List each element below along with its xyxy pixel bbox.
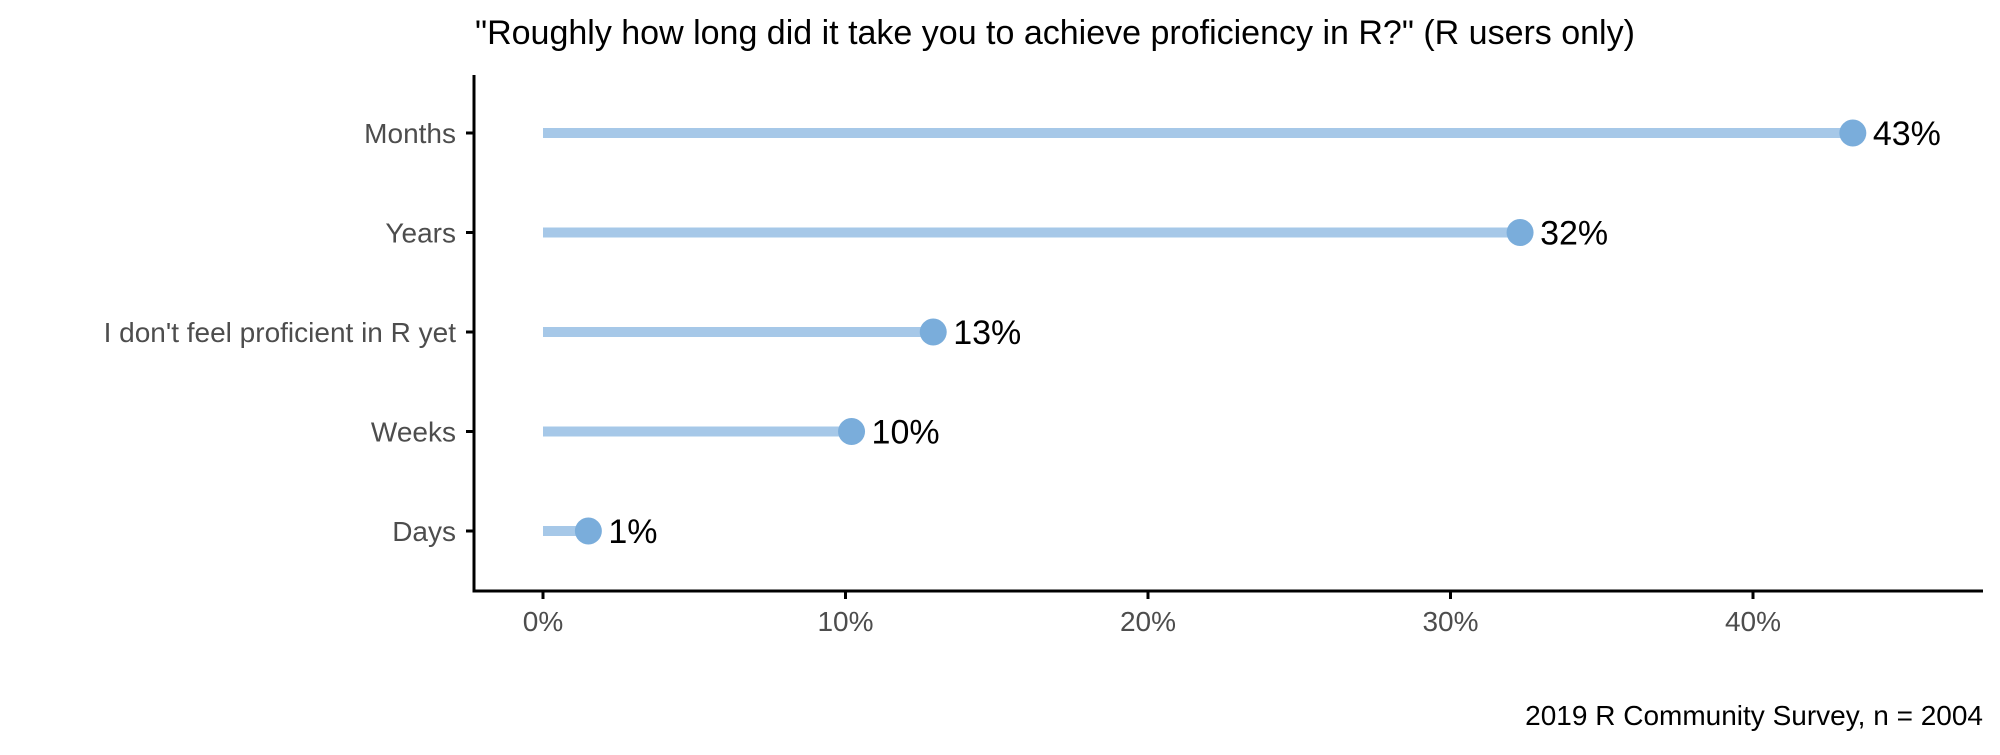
lollipop-dot bbox=[838, 418, 866, 445]
value-label: 13% bbox=[953, 314, 1021, 352]
x-tick-label: 0% bbox=[523, 606, 563, 637]
category-label: Months bbox=[364, 118, 456, 149]
x-tick-label: 40% bbox=[1725, 606, 1781, 637]
stems-group bbox=[543, 128, 1853, 536]
x-tick-label: 30% bbox=[1422, 606, 1478, 637]
x-tick-label: 10% bbox=[817, 606, 873, 637]
x-axis: 0% 10% 20% 30% 40% bbox=[472, 589, 1983, 637]
category-label: I don't feel proficient in R yet bbox=[104, 317, 457, 348]
dots-group bbox=[574, 119, 1867, 545]
value-label: 1% bbox=[608, 513, 657, 551]
x-tick-label: 20% bbox=[1120, 606, 1176, 637]
chart-title: "Roughly how long did it take you to ach… bbox=[475, 14, 1635, 52]
category-label: Years bbox=[385, 218, 456, 249]
value-labels-group: 43% 32% 13% 10% 1% bbox=[608, 115, 1941, 551]
y-axis: Months Years I don't feel proficient in R … bbox=[104, 75, 476, 593]
lollipop-dot bbox=[1506, 219, 1534, 246]
value-label: 43% bbox=[1873, 115, 1941, 153]
chart-caption: 2019 R Community Survey, n = 2004 bbox=[1525, 700, 1983, 731]
lollipop-dot bbox=[574, 517, 602, 545]
value-label: 32% bbox=[1540, 215, 1608, 253]
category-label: Days bbox=[392, 516, 456, 547]
category-label: Weeks bbox=[371, 417, 456, 448]
lollipop-dot bbox=[1839, 119, 1867, 147]
lollipop-dot bbox=[919, 318, 947, 346]
value-label: 10% bbox=[872, 414, 940, 452]
